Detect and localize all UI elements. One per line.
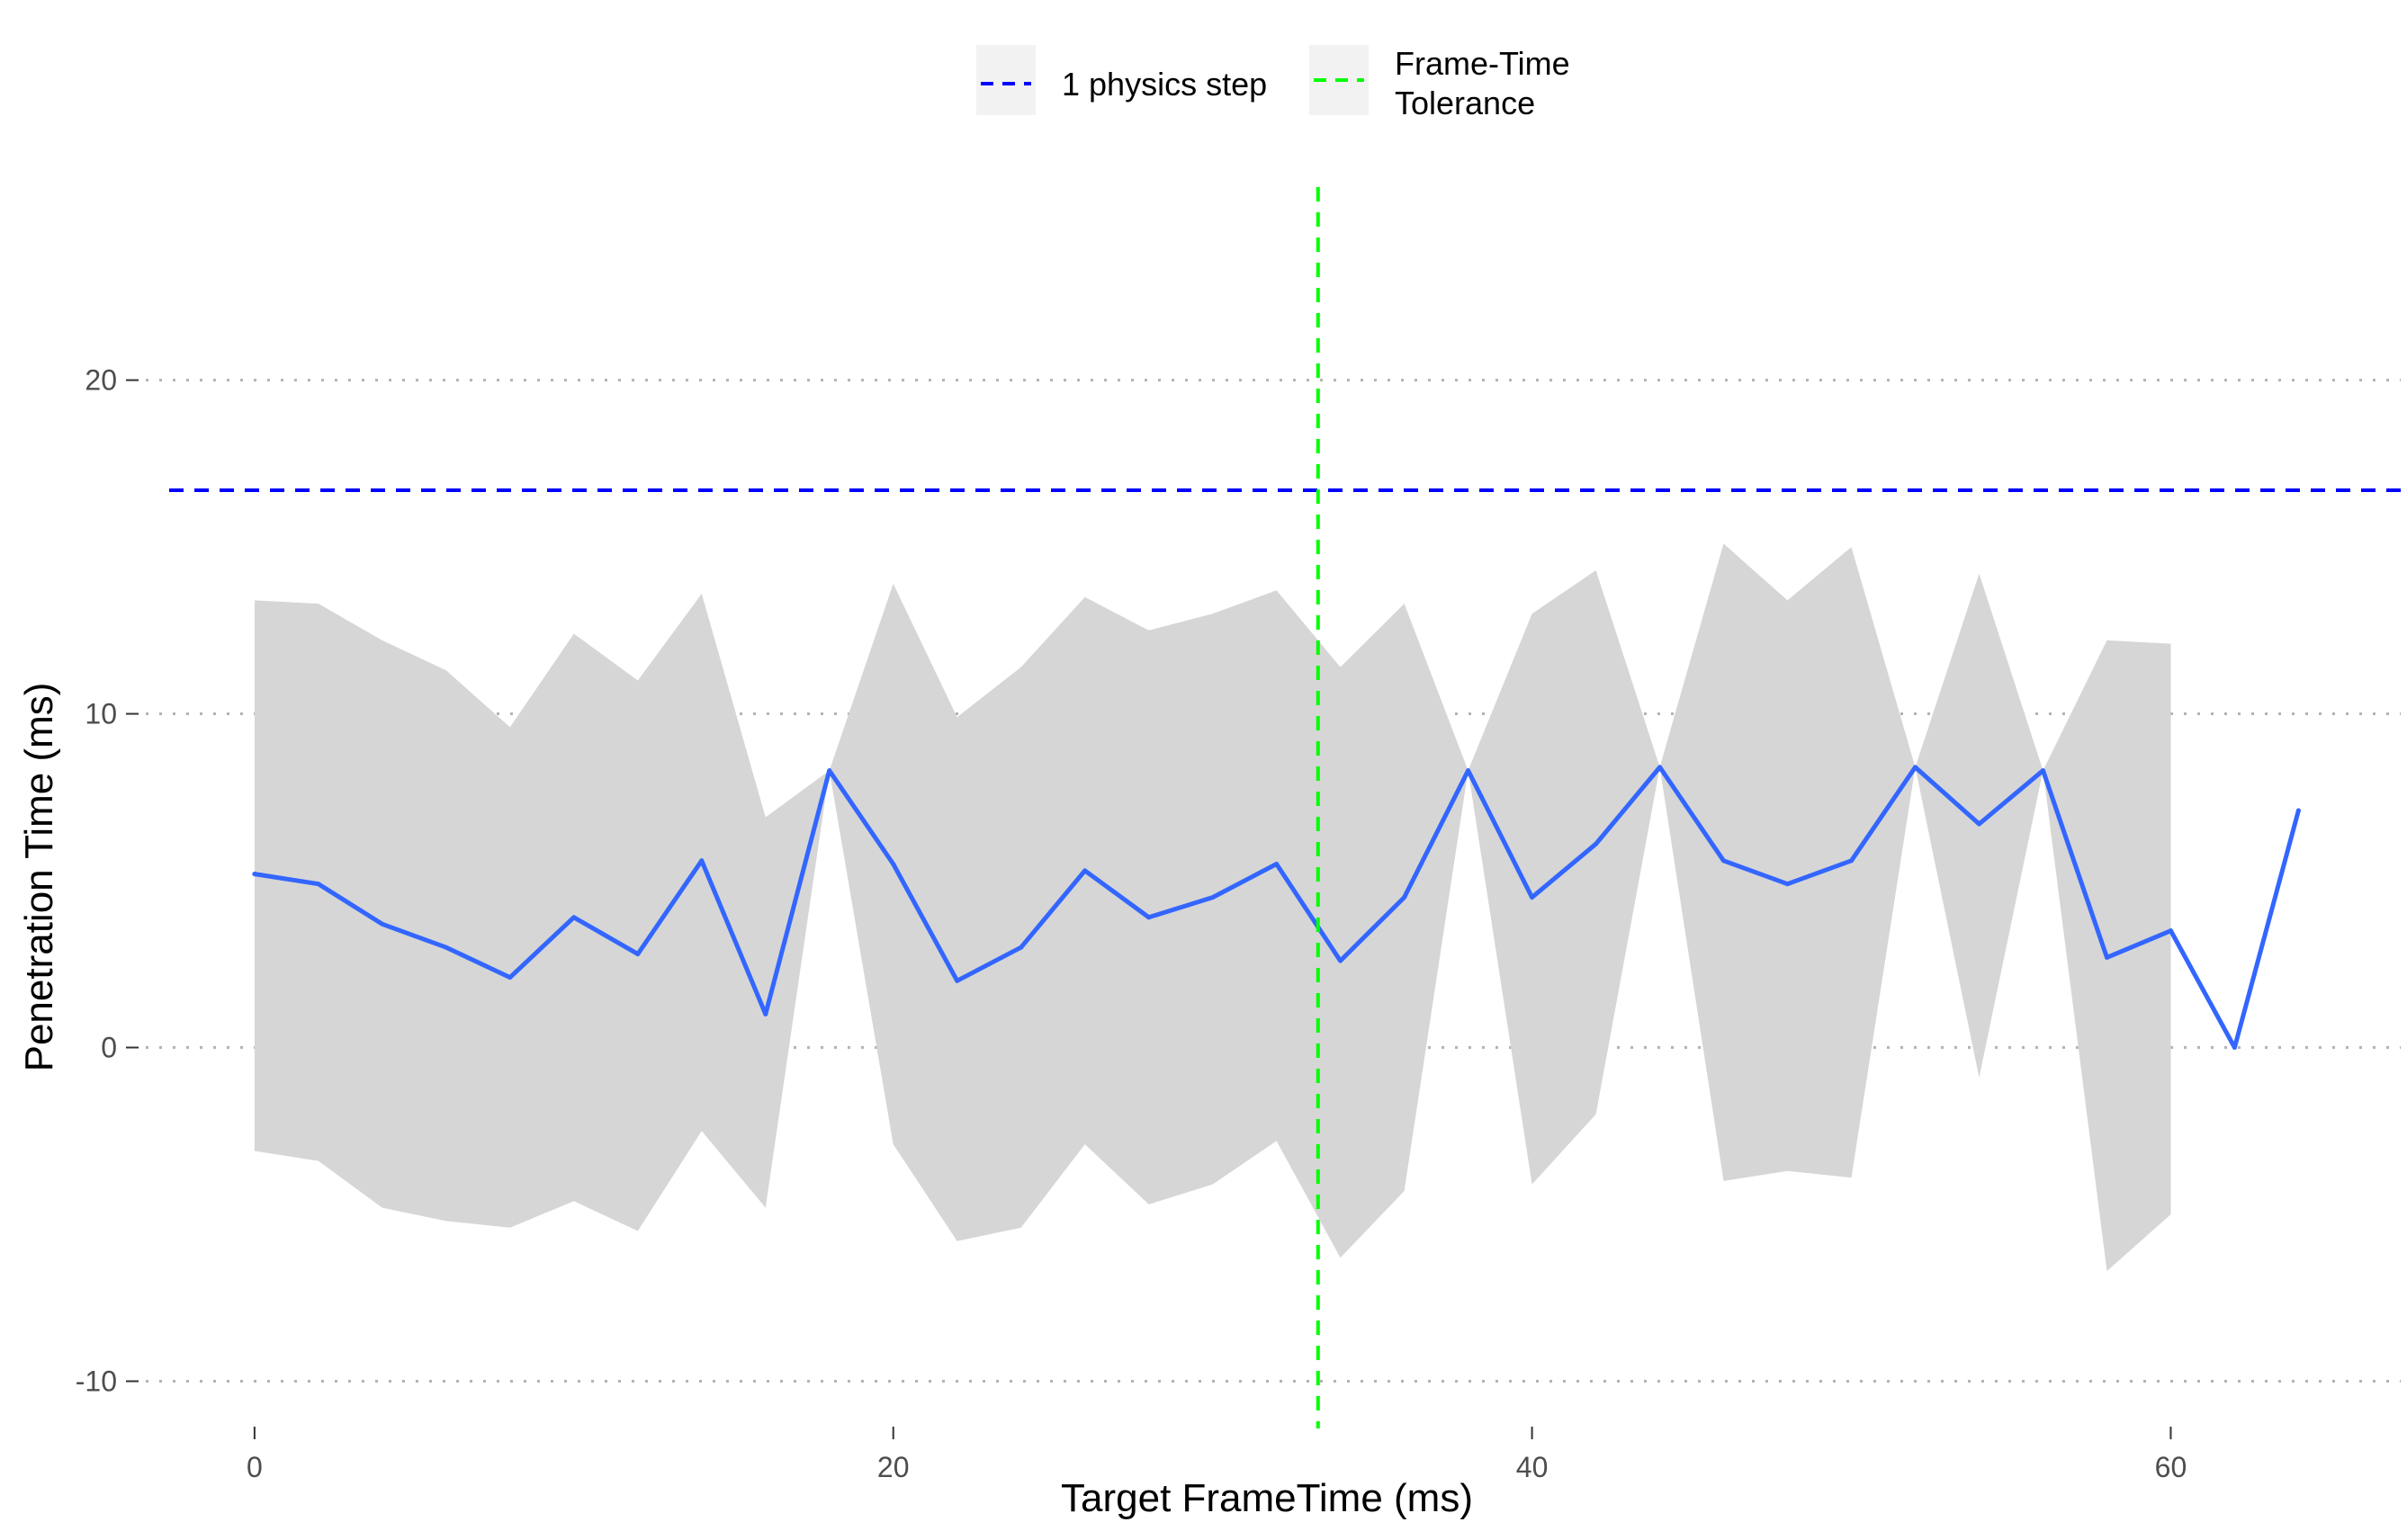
series-point: [1976, 821, 1981, 827]
x-tick-label: 20: [877, 1451, 910, 1483]
series-point: [1274, 861, 1280, 866]
series-point: [635, 952, 641, 957]
series-point: [955, 978, 960, 983]
series-point: [1657, 765, 1663, 770]
legend-label-physics-step: 1 physics step: [1062, 66, 1267, 103]
y-tick-label: 10: [85, 698, 117, 730]
legend-label-frame-time-tolerance-line-2: Tolerance: [1395, 85, 1535, 121]
y-axis-title: Penetration Time (ms): [17, 683, 61, 1072]
series-point: [699, 858, 705, 864]
legend-key-physics-step: [976, 45, 1036, 115]
y-tick-label: 20: [85, 364, 117, 397]
series-point: [1338, 958, 1343, 963]
series-point: [1913, 765, 1918, 770]
series-point: [1594, 841, 1599, 846]
series-point: [2104, 954, 2109, 960]
y-tick-label: -10: [76, 1365, 117, 1397]
y-tick-label: 0: [101, 1032, 117, 1064]
legend: 1 physics step Frame-Time Tolerance: [976, 45, 1579, 121]
series-point: [444, 945, 449, 950]
series-point: [2232, 1045, 2237, 1051]
series-point: [1210, 895, 1216, 900]
legend-label-frame-time-tolerance-line-1: Frame-Time: [1395, 45, 1570, 82]
x-axis-title: Target FrameTime (ms): [1061, 1476, 1473, 1520]
series-point: [2040, 768, 2045, 774]
series-point: [1849, 858, 1855, 864]
series-point: [316, 882, 321, 887]
series-point: [1466, 768, 1471, 774]
series-point: [763, 1011, 768, 1016]
series-point: [2168, 928, 2173, 934]
series-point: [1082, 868, 1088, 873]
series-point: [1402, 895, 1407, 900]
series-point: [2295, 808, 2301, 813]
series-point: [891, 861, 896, 866]
series-point: [1530, 895, 1535, 900]
series-point: [1146, 915, 1152, 920]
legend-label-frame-time-tolerance: Frame-Time Tolerance: [1395, 45, 1579, 121]
series-layer: [252, 765, 2301, 1051]
confidence-ribbon: [254, 543, 2171, 1272]
reference-lines: [169, 187, 2401, 1428]
series-point: [827, 768, 832, 774]
confidence-ribbon-layer: [254, 543, 2171, 1272]
series-point: [1785, 882, 1791, 887]
axes: -10 0 10 20 0 20 40 60: [76, 364, 2187, 1483]
series-point: [252, 872, 257, 877]
series-point: [507, 975, 513, 980]
series-point: [1019, 945, 1024, 950]
series-point: [1721, 858, 1727, 864]
x-tick-label: 0: [247, 1451, 263, 1483]
x-tick-label: 40: [1516, 1451, 1549, 1483]
series-point: [380, 921, 385, 927]
series-point: [571, 915, 577, 920]
x-tick-label: 60: [2155, 1451, 2187, 1483]
